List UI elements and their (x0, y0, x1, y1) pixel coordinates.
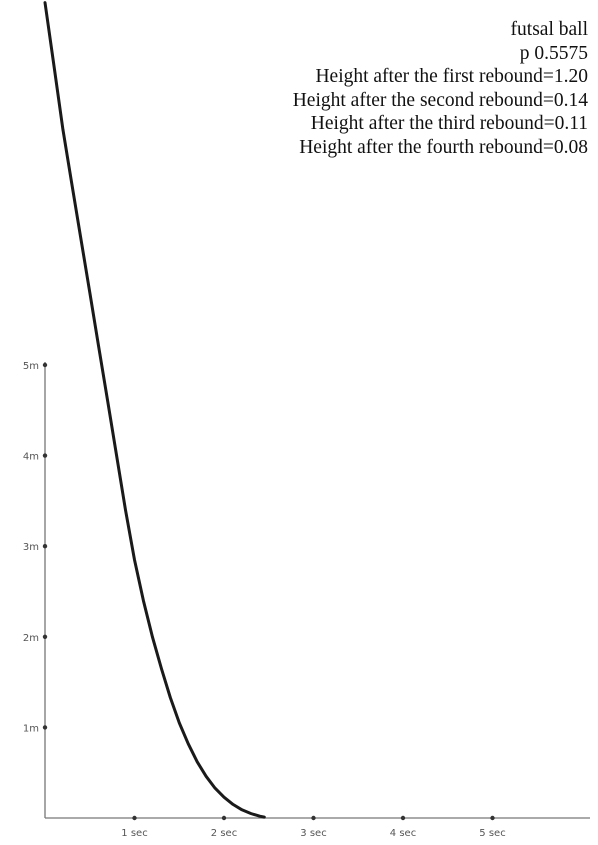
x-tick-label: 2 sec (211, 828, 237, 839)
x-tick-mark (400, 815, 406, 821)
y-tick-mark (42, 362, 48, 368)
y-tick-mark (42, 544, 48, 549)
x-tick-mark (132, 815, 137, 821)
y-tick-label: 4m (23, 452, 39, 463)
annotation-p-value: p 0.5575 (519, 42, 588, 64)
x-tick-label: 4 sec (390, 828, 416, 839)
x-tick-label: 1 sec (121, 828, 147, 839)
annotation-fourth-rebound: Height after the fourth rebound=0.08 (299, 136, 588, 158)
height-curve-line (43, 1, 266, 819)
x-tick-mark (311, 815, 316, 821)
y-tick-mark (42, 725, 48, 730)
y-tick-mark (42, 453, 48, 458)
annotation-block: futsal ball p 0.5575 Height after the fi… (168, 18, 588, 159)
y-tick-label: 2m (23, 633, 39, 644)
annotation-third-rebound: Height after the third rebound=0.11 (310, 113, 588, 134)
annotation-ball-type: futsal ball (510, 19, 588, 40)
x-tick-label: 5 sec (479, 828, 505, 839)
annotation-second-rebound: Height after the second rebound=0.14 (292, 89, 588, 111)
x-tick-mark (221, 815, 227, 821)
y-tick-mark (42, 634, 48, 639)
y-tick-label: 3m (23, 542, 39, 553)
y-tick-label: 1m (23, 723, 39, 734)
x-tick-mark (490, 815, 495, 821)
x-tick-label: 3 sec (300, 828, 326, 839)
y-tick-label: 5m (23, 361, 39, 372)
annotation-first-rebound: Height after the first rebound=1.20 (315, 66, 588, 87)
